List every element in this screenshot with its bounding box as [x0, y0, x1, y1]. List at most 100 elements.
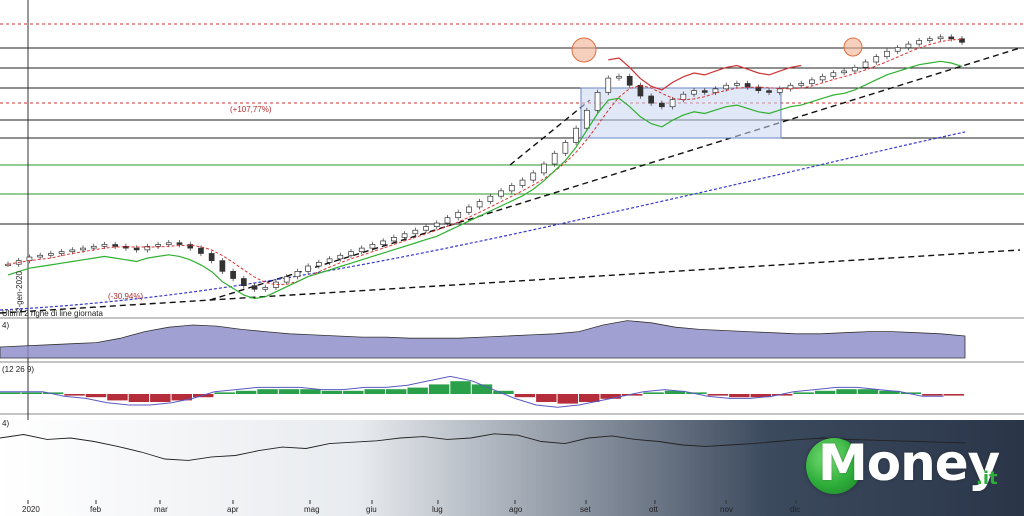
- macd-bar: [943, 394, 964, 396]
- candle-body: [283, 276, 290, 283]
- candle-body: [358, 247, 365, 253]
- candle-body: [744, 83, 751, 88]
- volume-pane: [0, 320, 966, 359]
- note-label: Ultimi 2 righe di line giornata: [2, 309, 103, 318]
- candle-body: [573, 127, 579, 143]
- x-tick-label: set: [580, 505, 591, 514]
- candle-body: [530, 172, 537, 181]
- candle-body: [155, 244, 161, 247]
- candle-body: [144, 245, 151, 251]
- candle-body: [133, 247, 140, 251]
- candle-body: [541, 163, 547, 174]
- candle-body: [551, 152, 558, 165]
- candle-body: [819, 75, 826, 81]
- candle-body: [369, 244, 376, 249]
- candle-body: [787, 84, 794, 90]
- logo-circle-icon: [806, 438, 862, 494]
- candle-body: [316, 262, 322, 267]
- candle-body: [937, 36, 944, 40]
- rsi-line: [0, 433, 966, 461]
- macd-bar: [514, 394, 536, 398]
- macd-bar: [428, 384, 450, 394]
- candle-body: [830, 72, 837, 77]
- x-tick-label: dic: [790, 505, 800, 514]
- candle-body: [433, 222, 440, 227]
- candle-body: [873, 56, 880, 63]
- macd-bar: [364, 389, 385, 394]
- trendline-long: [0, 249, 1021, 314]
- macd-bar: [107, 394, 128, 401]
- macd-bar: [128, 394, 150, 402]
- candle-body: [594, 92, 601, 111]
- macd-bar: [579, 394, 600, 402]
- rsi-pane-label: 4): [2, 419, 9, 428]
- macd-bar: [85, 394, 107, 398]
- macd-bar: [257, 389, 278, 394]
- candle-body: [508, 185, 515, 192]
- candle-body: [112, 244, 119, 247]
- candle-body: [251, 285, 258, 290]
- candle-body: [58, 251, 65, 254]
- x-tick-label: feb: [90, 505, 102, 514]
- candle-body: [691, 90, 697, 95]
- macd-bar: [536, 394, 557, 402]
- candle-body: [262, 287, 269, 290]
- macd-bar: [278, 389, 300, 394]
- peak-highlight: [571, 37, 597, 63]
- candle-body: [455, 211, 462, 219]
- candle-body: [498, 190, 504, 197]
- macd-bar: [0, 392, 21, 394]
- x-tick-label: ago: [509, 505, 523, 514]
- peak-highlight: [843, 37, 863, 57]
- macd-bar: [729, 394, 750, 398]
- candle-body: [809, 79, 815, 84]
- candle-body: [401, 233, 408, 238]
- candle-body: [90, 245, 97, 249]
- candle-body: [884, 50, 890, 57]
- x-tick-label: 2020: [22, 505, 40, 514]
- candle-body: [444, 217, 451, 224]
- x-tick-label: nov: [720, 505, 733, 514]
- x-tick-label: mag: [304, 505, 320, 514]
- grid-lines: [0, 0, 1024, 501]
- candle-body: [476, 201, 483, 208]
- macd-bar: [343, 390, 364, 394]
- candle-body: [208, 253, 215, 261]
- candle-body: [423, 226, 429, 231]
- candle-body: [240, 278, 247, 287]
- macd-bar: [300, 389, 321, 394]
- macd-bar: [321, 390, 343, 394]
- candle-body: [294, 271, 301, 278]
- candle-body: [712, 88, 719, 93]
- candle-body: [905, 43, 912, 49]
- candle-body: [862, 61, 869, 68]
- candle-body: [198, 247, 204, 254]
- candle-body: [637, 84, 644, 97]
- candle-body: [466, 206, 472, 213]
- x-tick-label: ott: [649, 505, 659, 514]
- macd-bar: [557, 394, 578, 404]
- candle-body: [948, 36, 955, 40]
- macd-bar: [686, 392, 707, 394]
- candle-body: [723, 84, 730, 90]
- candle-body: [37, 254, 44, 258]
- logo-suffix: .it: [976, 468, 998, 489]
- candle-body: [48, 253, 54, 256]
- candle-body: [776, 88, 783, 93]
- candle-body: [391, 237, 397, 242]
- candle-body: [701, 90, 708, 93]
- macd-bar: [235, 390, 257, 394]
- candle-body: [562, 142, 569, 154]
- candle-body: [69, 249, 76, 253]
- macd-bar: [493, 390, 514, 394]
- candle-body: [616, 75, 622, 79]
- pct-loss-label: (-30,94%): [108, 292, 143, 301]
- macd-bar: [471, 384, 493, 394]
- candle-body: [176, 242, 183, 245]
- candle-body: [894, 47, 901, 52]
- candles: [5, 34, 965, 292]
- candle-body: [734, 83, 740, 86]
- macd-bar: [64, 394, 85, 396]
- candle-body: [101, 244, 108, 247]
